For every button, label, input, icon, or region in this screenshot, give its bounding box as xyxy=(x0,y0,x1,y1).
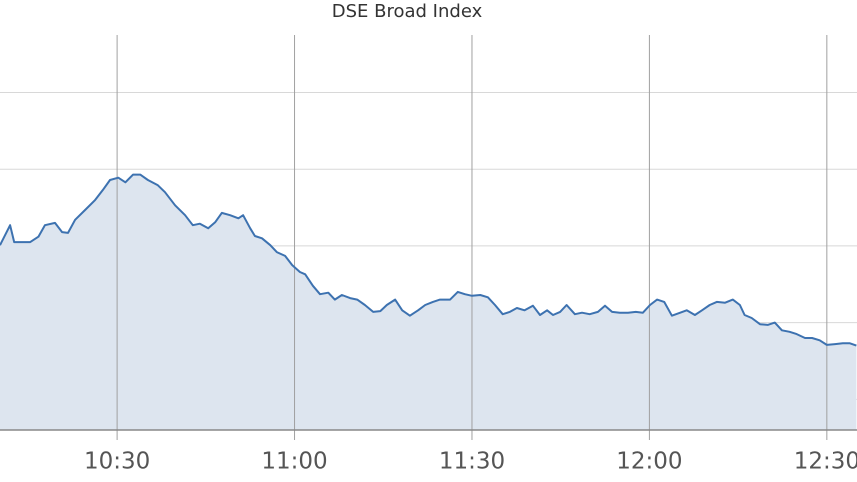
x-tick-label: 12:30 xyxy=(794,449,857,475)
x-tick-label: 10:30 xyxy=(84,449,150,475)
chart-title: DSE Broad Index xyxy=(332,1,483,22)
x-tick-label: 11:00 xyxy=(261,449,327,475)
line xyxy=(0,173,857,347)
x-tick-label: 11:30 xyxy=(439,449,505,475)
x-tick-label: 12:00 xyxy=(616,449,682,475)
area-fill xyxy=(0,174,857,430)
